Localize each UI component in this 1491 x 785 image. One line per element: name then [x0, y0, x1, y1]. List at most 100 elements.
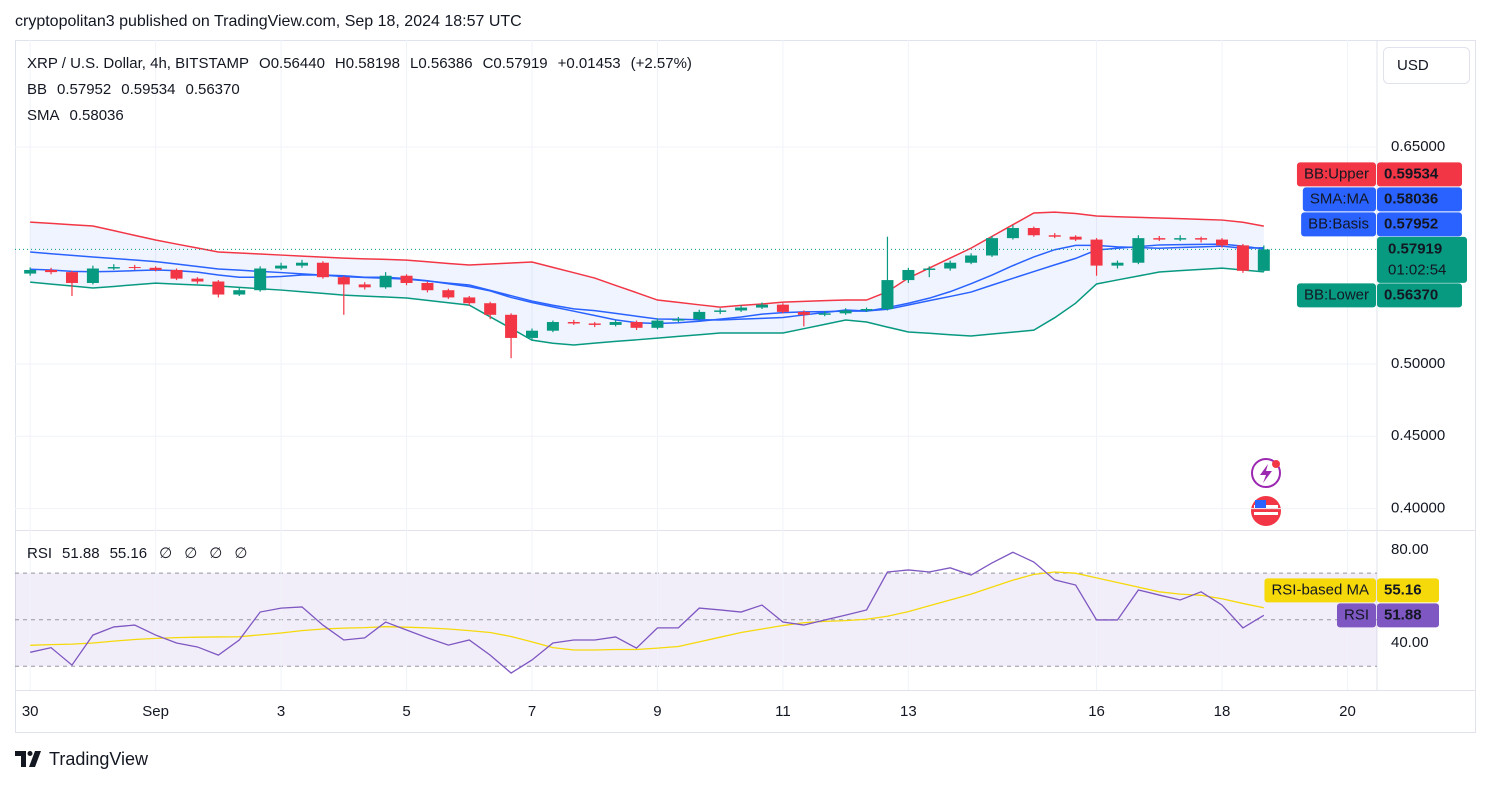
logo-shape	[15, 751, 26, 767]
candle-body	[986, 238, 999, 256]
candle-body	[1195, 238, 1208, 240]
tag-name: BB:Upper	[1304, 165, 1369, 182]
indicator-line	[30, 244, 1264, 325]
currency-label[interactable]: USD	[1397, 57, 1429, 74]
candle-body	[609, 322, 622, 325]
candle-body	[212, 281, 225, 295]
rsi-ma-line	[30, 571, 1264, 651]
ohlc-key: C	[483, 55, 494, 72]
tag-name: RSI-based MA	[1271, 581, 1369, 598]
candle-body	[965, 255, 978, 263]
candle-body	[588, 323, 601, 325]
tag-name: SMA:MA	[1310, 190, 1369, 207]
candle-body	[233, 290, 246, 295]
logo-shape	[29, 751, 41, 767]
x-tick-label: 5	[402, 703, 410, 720]
ohlc-key: O	[259, 55, 271, 72]
candle-body	[672, 319, 685, 321]
currency-button[interactable]	[1383, 47, 1470, 84]
tag-name: BB:Lower	[1304, 286, 1369, 303]
tag-name: BB:Basis	[1308, 215, 1369, 232]
candle-body	[735, 307, 748, 311]
candle-body	[1048, 235, 1061, 237]
candle-body	[254, 268, 267, 291]
tag-value-box	[1377, 162, 1462, 187]
legend-group: SMA	[27, 107, 60, 124]
candle-body	[1069, 236, 1082, 240]
candle-body	[860, 309, 873, 311]
y-tick-label: 0.40000	[1391, 500, 1445, 517]
y-tick-label: 0.65000	[1391, 138, 1445, 155]
rsi-tick-label: 40.00	[1391, 634, 1429, 651]
candle-body	[525, 330, 538, 338]
x-tick-label: Sep	[142, 703, 169, 720]
footer-brand: TradingView	[49, 749, 149, 769]
tag-name-box	[1296, 283, 1376, 308]
ohlc-key: H	[335, 55, 346, 72]
candle-body	[505, 314, 518, 338]
candle-body	[1257, 249, 1270, 271]
rsi-legend-extra: ∅	[209, 545, 222, 562]
tag-name-box	[1301, 212, 1376, 237]
candle-body	[86, 268, 99, 283]
flag-canton	[1255, 500, 1266, 508]
alert-icon[interactable]	[1251, 458, 1281, 488]
x-tick-label: 9	[653, 703, 661, 720]
tag-name-box	[1296, 162, 1376, 187]
tag-value: 55.16	[1384, 581, 1422, 598]
last-price-label: 0.57919	[1388, 240, 1442, 257]
candle-body	[65, 272, 78, 283]
band-fill	[30, 212, 1264, 346]
rsi-tick-label: 80.00	[1391, 541, 1429, 558]
x-tick-label: 20	[1339, 703, 1356, 720]
candle-body	[902, 269, 915, 281]
legend-value: 0.56370	[185, 81, 239, 98]
countdown-label: 01:02:54	[1388, 261, 1446, 278]
candle-body	[421, 282, 434, 291]
candle-body	[1132, 238, 1145, 263]
logo-shape	[27, 751, 33, 756]
candle-body	[881, 280, 894, 310]
ohlc-value: 0.56386	[418, 55, 472, 72]
tag-name-box	[1336, 603, 1376, 628]
candle-body	[1090, 239, 1103, 266]
candle-body	[630, 322, 643, 328]
publish-header: cryptopolitan3 published on TradingView.…	[15, 13, 522, 30]
rsi-legend-value: 55.16	[110, 545, 148, 562]
candle-body	[484, 303, 497, 315]
candle-body	[170, 269, 183, 279]
tag-name: RSI	[1344, 606, 1369, 623]
candle-body	[1216, 239, 1229, 246]
change-label: +0.01453	[558, 55, 621, 72]
flag-icon[interactable]	[1251, 496, 1281, 526]
x-tick-label: 13	[900, 703, 917, 720]
candle-body	[149, 267, 162, 270]
candle-body	[107, 267, 120, 269]
y-tick-label: 0.50000	[1391, 355, 1445, 372]
legend-value: 0.57952	[57, 81, 111, 98]
tag-value: 51.88	[1384, 606, 1422, 623]
candle-body	[316, 262, 329, 278]
candle-body	[923, 268, 936, 270]
tag-value-box	[1377, 578, 1439, 603]
candle-body	[1006, 228, 1019, 239]
tag-name-box	[1302, 187, 1376, 212]
tag-value: 0.57952	[1384, 215, 1438, 232]
ohlc-value: 0.58198	[346, 55, 400, 72]
candle-body	[442, 290, 455, 298]
candle-body	[567, 322, 580, 324]
change-label: (+2.57%)	[631, 55, 692, 72]
candle-body	[714, 310, 727, 312]
candle-body	[755, 304, 768, 308]
candle-body	[358, 284, 371, 288]
x-tick-label: 16	[1088, 703, 1105, 720]
tag-value-box	[1377, 603, 1439, 628]
candle-body	[944, 262, 957, 269]
candle-body	[275, 265, 288, 269]
rsi-legend-value: 51.88	[62, 545, 100, 562]
x-tick-label: 11	[775, 703, 791, 720]
x-tick-label: 30	[22, 703, 39, 720]
